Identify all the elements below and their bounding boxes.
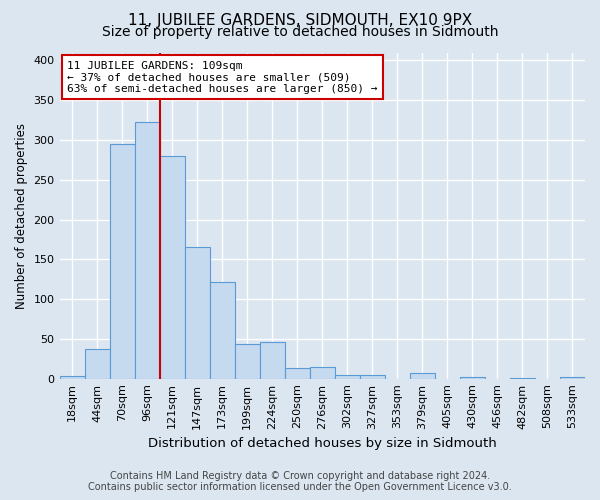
Bar: [185, 248, 209, 378]
Bar: [410, 373, 435, 378]
Bar: [285, 368, 310, 378]
Text: Contains HM Land Registry data © Crown copyright and database right 2024.
Contai: Contains HM Land Registry data © Crown c…: [88, 471, 512, 492]
Text: 11, JUBILEE GARDENS, SIDMOUTH, EX10 9PX: 11, JUBILEE GARDENS, SIDMOUTH, EX10 9PX: [128, 12, 472, 28]
Bar: [335, 374, 360, 378]
Bar: [360, 374, 385, 378]
Bar: [460, 377, 485, 378]
Bar: [235, 344, 260, 378]
Bar: [134, 122, 160, 378]
Bar: [310, 366, 335, 378]
Bar: [59, 376, 85, 378]
Bar: [160, 156, 185, 378]
Bar: [110, 144, 134, 378]
Text: 11 JUBILEE GARDENS: 109sqm
← 37% of detached houses are smaller (509)
63% of sem: 11 JUBILEE GARDENS: 109sqm ← 37% of deta…: [67, 60, 378, 94]
Bar: [260, 342, 285, 378]
Y-axis label: Number of detached properties: Number of detached properties: [15, 122, 28, 308]
Bar: [85, 349, 110, 378]
Bar: [560, 377, 585, 378]
Bar: [209, 282, 235, 378]
Text: Size of property relative to detached houses in Sidmouth: Size of property relative to detached ho…: [102, 25, 498, 39]
X-axis label: Distribution of detached houses by size in Sidmouth: Distribution of detached houses by size …: [148, 437, 497, 450]
